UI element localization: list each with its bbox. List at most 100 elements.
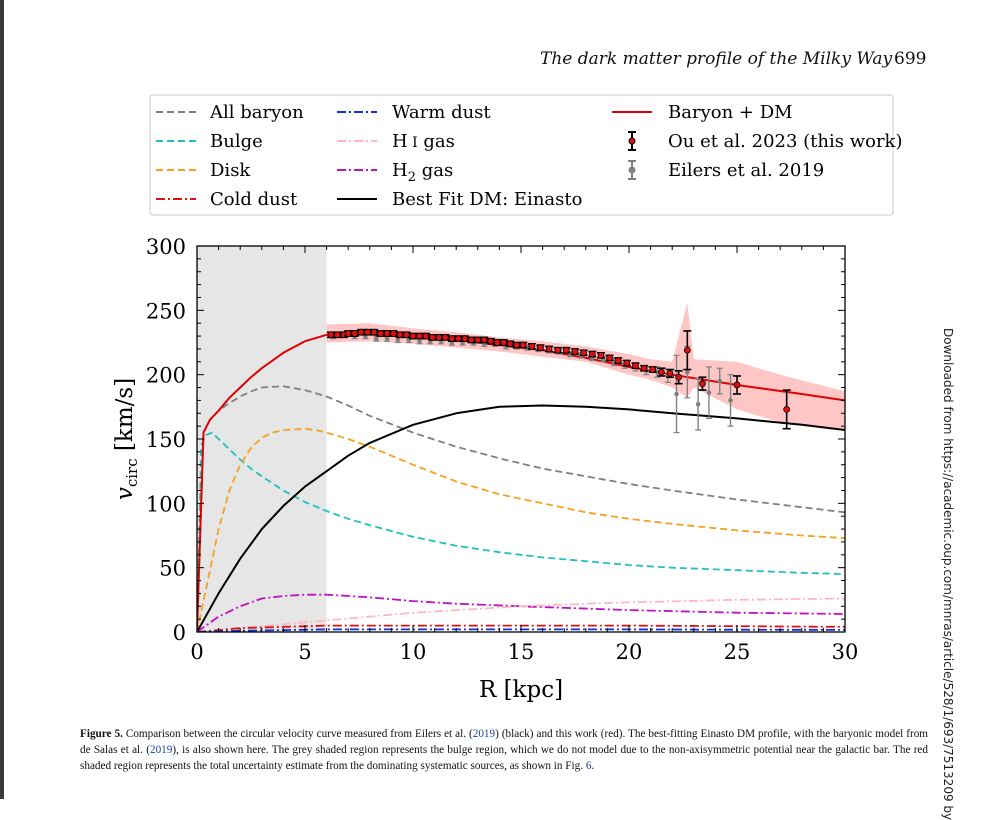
legend-item-bulge: Bulge [156, 131, 263, 152]
ou2023-point [596, 351, 605, 359]
ou2023-point [588, 350, 597, 358]
y-tick-label: 200 [146, 364, 186, 388]
ou2023-point [614, 357, 623, 364]
legend-item-warm-dust: Warm dust [337, 102, 491, 123]
tick-marks [196, 245, 846, 633]
legend-item-hi-gas: H I gas [337, 131, 455, 152]
ou2023-point [499, 339, 508, 346]
legend-label: All baryon [209, 102, 304, 123]
ou2023-point [605, 354, 614, 362]
ou2023-point [506, 340, 515, 348]
ou2023-point [447, 335, 456, 343]
eilers-point [394, 336, 401, 344]
ou2023-point [631, 362, 640, 370]
y-tick-label: 300 [146, 235, 186, 259]
y-tick-label: 0 [173, 621, 186, 645]
legend-label: Ou et al. 2023 (this work) [668, 131, 902, 152]
ou2023-point [674, 370, 683, 385]
legend-item-cold-dust: Cold dust [156, 189, 298, 210]
uncertainty-band [326, 302, 845, 430]
caption-text: ) (black) and this work (red). The best-… [80, 728, 928, 756]
x-tick-label: 30 [832, 640, 859, 664]
ou2023-point [553, 346, 562, 354]
viewer-edge-bar [0, 0, 4, 799]
ou2023-point [622, 359, 631, 367]
legend-label: Baryon + DM [668, 102, 793, 123]
ou2023-point [402, 331, 411, 339]
eilers-point [373, 335, 380, 342]
caption-fig-link[interactable]: 6 [585, 759, 592, 772]
legend-item-total: Baryon + DM [612, 102, 793, 123]
bulge-region-shade [197, 246, 327, 632]
series-cold-dust [197, 624, 845, 632]
ou2023-point [389, 330, 398, 337]
ou2023-point [640, 364, 649, 372]
plot-area [197, 246, 845, 632]
ou2023-point [421, 332, 430, 340]
series-h2-gas [197, 593, 845, 632]
legend-item-eilers: Eilers et al. 2019 [628, 160, 824, 181]
legend-item-ou2023: Ou et al. 2023 (this work) [628, 131, 902, 152]
caption-text: Comparison between the circular velocity… [122, 728, 473, 740]
ou2023-point [536, 344, 545, 352]
legend-item-disk: Disk [156, 160, 251, 181]
ou2023-point [571, 348, 579, 355]
ou2023-point [428, 333, 437, 341]
legend-label: Bulge [210, 131, 263, 152]
eilers-point [705, 366, 712, 420]
eilers-point [695, 377, 702, 431]
legend-label: Warm dust [392, 102, 491, 123]
ou2023-point [486, 337, 495, 345]
ou2023-point [545, 345, 554, 353]
ou2023-point [666, 368, 675, 379]
ou2023-point [698, 376, 707, 391]
eilers-point [673, 354, 680, 434]
y-axis-label: vcirc [km/s] [112, 378, 141, 500]
series-hi-gas [197, 597, 845, 632]
x-tick-label: 10 [400, 640, 427, 664]
ou2023-point [370, 328, 379, 336]
figure-caption: Figure 5. Comparison between the circula… [80, 727, 928, 774]
legend-item-dm: Best Fit DM: Einasto [337, 189, 582, 210]
page-number: 699 [894, 49, 927, 69]
ou2023-point [383, 330, 392, 337]
ou2023-point [648, 366, 657, 373]
ou2023-point [579, 349, 588, 357]
caption-text: ), is also shown here. The grey shaded r… [80, 743, 928, 772]
ou2023-point [519, 341, 528, 349]
legend-label: H I gas [392, 131, 455, 152]
x-tick-label: 25 [724, 640, 751, 664]
chart-legend: All baryon Bulge Disk Cold dust Warm dust H I… [149, 94, 902, 216]
ou2023-point [441, 333, 450, 341]
legend-label: Cold dust [210, 189, 298, 210]
x-tick-label: 5 [298, 640, 311, 664]
series-all-baryon [197, 385, 845, 632]
plot-content [197, 246, 845, 632]
ou2023-point [527, 342, 536, 350]
caption-ref-link[interactable]: 2019 [472, 728, 496, 740]
legend-item-h2-gas: H2 gas [337, 160, 453, 185]
y-tick-label: 150 [146, 428, 186, 452]
ou2023-point [512, 341, 521, 349]
legend-label: Eilers et al. 2019 [668, 160, 824, 181]
ou2023-point [782, 389, 791, 430]
series-dm [197, 404, 845, 632]
x-tick-label: 15 [508, 640, 535, 664]
caption-label: Figure 5. [80, 728, 123, 740]
eilers-point [727, 374, 734, 427]
ou2023-point [350, 330, 359, 337]
x-tick-label: 20 [616, 640, 643, 664]
journal-running-title: The dark matter profile of the Milky Way [540, 49, 893, 69]
caption-ref-link[interactable]: 2019 [149, 743, 173, 756]
ou2023-point [683, 330, 692, 371]
series-bulge [197, 431, 845, 632]
ou2023-point [480, 336, 489, 344]
ou2023-point [344, 330, 353, 337]
legend-item-all-baryon: All baryon [156, 102, 304, 123]
legend-label: Best Fit DM: Einasto [392, 189, 582, 210]
y-tick-label: 50 [159, 557, 186, 581]
ou2023-point [467, 336, 476, 344]
x-tick-label: 0 [190, 640, 203, 664]
caption-text: . [591, 759, 595, 772]
legend-label: Disk [210, 160, 251, 181]
